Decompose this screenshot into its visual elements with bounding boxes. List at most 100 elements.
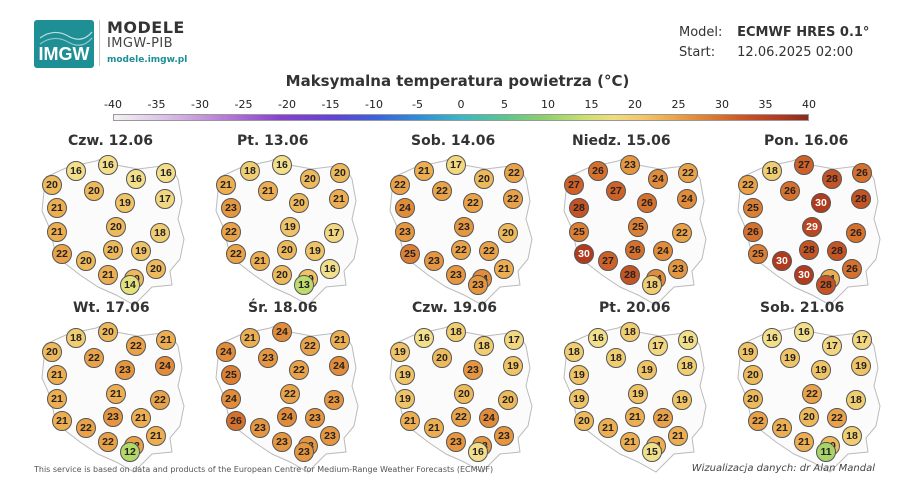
city-temperature-marker: 21 — [156, 330, 176, 350]
city-temperature-marker: 25 — [400, 244, 420, 264]
city-temperature-marker: 21 — [131, 408, 151, 428]
brand-subtitle: IMGW-PIB — [107, 36, 173, 51]
city-temperature-marker: 20 — [743, 389, 763, 409]
city-temperature-marker: 22 — [463, 193, 483, 213]
city-temperature-marker: 16 — [794, 322, 814, 342]
colorbar-tick: 25 — [671, 98, 686, 111]
colorbar-tick: -5 — [412, 98, 423, 111]
city-temperature-marker: 22 — [52, 244, 72, 264]
map-day-label: Pt. 20.06 — [599, 300, 671, 316]
city-temperature-marker: 26 — [625, 240, 645, 260]
city-temperature-marker: 17 — [822, 336, 842, 356]
city-temperature-marker: 20 — [84, 181, 104, 201]
city-temperature-marker: 22 — [98, 432, 118, 452]
city-temperature-marker: 21 — [240, 328, 260, 348]
map-day-label: Pon. 16.06 — [764, 133, 849, 149]
colorbar-tick: 20 — [628, 98, 642, 111]
colorbar-tick: -40 — [104, 98, 122, 111]
city-temperature-marker: 16 — [588, 328, 608, 348]
city-temperature-marker: 17 — [504, 330, 524, 350]
city-temperature-marker: 22 — [84, 348, 104, 368]
city-temperature-marker: 24 — [677, 189, 697, 209]
brand-url-link[interactable]: modele.imgw.pl — [107, 55, 188, 65]
city-temperature-marker: 22 — [672, 223, 692, 243]
city-temperature-marker: 21 — [494, 259, 514, 279]
city-temperature-marker: 16 — [272, 155, 292, 175]
colorbar-tick: -30 — [191, 98, 209, 111]
city-temperature-marker: 23 — [424, 251, 444, 271]
poland-map: 2726232422282724252625302622272824242318 — [560, 155, 710, 306]
colorbar-tick: 0 — [457, 98, 465, 111]
city-temperature-marker: 23 — [272, 432, 292, 452]
svg-text:IMGW: IMGW — [39, 44, 90, 64]
city-temperature-marker: 23 — [446, 265, 466, 285]
city-temperature-marker: 16 — [762, 328, 782, 348]
city-temperature-marker: 21 — [146, 426, 166, 446]
city-temperature-marker: 22 — [226, 244, 246, 264]
city-temperature-marker: 21 — [668, 426, 688, 446]
city-temperature-marker: 23 — [324, 390, 344, 410]
city-temperature-marker: 22 — [678, 163, 698, 183]
city-temperature-marker: 24 — [221, 389, 241, 409]
city-temperature-marker: 20 — [42, 342, 62, 362]
city-temperature-marker: 23 — [620, 155, 640, 175]
colorbar-tick: 15 — [584, 98, 599, 111]
city-temperature-marker: 22 — [432, 181, 452, 201]
city-temperature-marker: 18 — [642, 275, 662, 295]
city-temperature-marker: 23 — [305, 408, 325, 428]
city-temperature-marker: 24 — [395, 198, 415, 218]
city-temperature-marker: 26 — [842, 259, 862, 279]
city-temperature-marker: 22 — [451, 407, 471, 427]
city-temperature-marker: 19 — [280, 217, 300, 237]
city-temperature-marker: 22 — [300, 336, 320, 356]
city-temperature-marker: 19 — [390, 342, 410, 362]
city-temperature-marker: 16 — [126, 169, 146, 189]
city-temperature-marker: 20 — [289, 193, 309, 213]
city-temperature-marker: 16 — [66, 161, 86, 181]
city-temperature-marker: 20 — [146, 259, 166, 279]
city-temperature-marker: 15 — [642, 442, 662, 462]
city-temperature-marker: 23 — [668, 259, 688, 279]
poland-map: 1916181817192019192320212220212324232316 — [386, 322, 536, 473]
visualization-credit: Wizualizacja danych: dr Alan Mandal — [691, 463, 875, 474]
city-temperature-marker: 16 — [414, 328, 434, 348]
city-temperature-marker: 19 — [503, 356, 523, 376]
city-temperature-marker: 17 — [648, 336, 668, 356]
poland-map: 2221172022242222232223252220232322242123 — [386, 155, 536, 306]
city-temperature-marker: 23 — [468, 275, 488, 295]
map-day-label: Sob. 14.06 — [411, 133, 496, 149]
city-temperature-marker: 19 — [115, 193, 135, 213]
model-value: ECMWF HRES 0.1° — [737, 25, 870, 40]
city-temperature-marker: 22 — [504, 163, 524, 183]
city-temperature-marker: 13 — [294, 275, 314, 295]
colorbar-tick-labels: -40 -35 -30 -25 -20 -15 -10 -5 0 5 10 15 20 25 30 35 40 — [95, 98, 827, 112]
city-temperature-marker: 24 — [648, 169, 668, 189]
city-temperature-marker: 24 — [277, 407, 297, 427]
logo-divider — [99, 20, 100, 66]
colorbar-tick: -25 — [234, 98, 253, 111]
city-temperature-marker: 27 — [606, 181, 626, 201]
city-temperature-marker: 22 — [289, 360, 309, 380]
city-temperature-marker: 14 — [120, 275, 140, 295]
brand-title: MODELE — [107, 18, 185, 37]
city-temperature-marker: 26 — [637, 193, 657, 213]
city-temperature-marker: 21 — [794, 432, 814, 452]
city-temperature-marker: 23 — [395, 222, 415, 242]
city-temperature-marker: 26 — [780, 181, 800, 201]
city-temperature-marker: 16 — [156, 163, 176, 183]
city-temperature-marker: 16 — [320, 259, 340, 279]
city-temperature-marker: 21 — [47, 365, 67, 385]
city-temperature-marker: 26 — [588, 161, 608, 181]
city-temperature-marker: 22 — [451, 240, 471, 260]
ecmwf-source-note: This service is based on data and produc… — [34, 465, 494, 474]
city-temperature-marker: 20 — [574, 411, 594, 431]
city-temperature-marker: 18 — [474, 336, 494, 356]
city-temperature-marker: 18 — [150, 223, 170, 243]
city-temperature-marker: 21 — [400, 411, 420, 431]
city-temperature-marker: 19 — [811, 360, 831, 380]
city-temperature-marker: 20 — [42, 175, 62, 195]
city-temperature-marker: 22 — [221, 222, 241, 242]
city-temperature-marker: 22 — [479, 241, 499, 261]
city-temperature-marker: 28 — [620, 265, 640, 285]
city-temperature-marker: 24 — [216, 342, 236, 362]
